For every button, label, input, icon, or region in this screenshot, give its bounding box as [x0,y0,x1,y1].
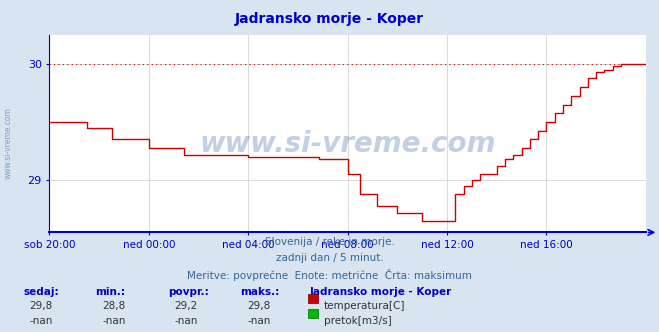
Text: min.:: min.: [96,287,126,297]
Text: pretok[m3/s]: pretok[m3/s] [324,316,391,326]
Text: 28,8: 28,8 [102,301,125,311]
Text: Meritve: povprečne  Enote: metrične  Črta: maksimum: Meritve: povprečne Enote: metrične Črta:… [187,269,472,281]
Text: Jadransko morje - Koper: Jadransko morje - Koper [235,12,424,26]
Text: Slovenija / reke in morje.: Slovenija / reke in morje. [264,237,395,247]
Text: -nan: -nan [175,316,198,326]
Text: www.si-vreme.com: www.si-vreme.com [200,129,496,157]
Text: zadnji dan / 5 minut.: zadnji dan / 5 minut. [275,253,384,263]
Text: -nan: -nan [102,316,125,326]
Text: maks.:: maks.: [241,287,280,297]
Text: Jadransko morje - Koper: Jadransko morje - Koper [310,287,452,297]
Text: -nan: -nan [247,316,270,326]
Text: povpr.:: povpr.: [168,287,209,297]
Text: temperatura[C]: temperatura[C] [324,301,405,311]
Text: 29,8: 29,8 [247,301,270,311]
Text: www.si-vreme.com: www.si-vreme.com [3,107,13,179]
Text: -nan: -nan [30,316,53,326]
Text: sedaj:: sedaj: [23,287,59,297]
Text: 29,8: 29,8 [30,301,53,311]
Text: 29,2: 29,2 [175,301,198,311]
